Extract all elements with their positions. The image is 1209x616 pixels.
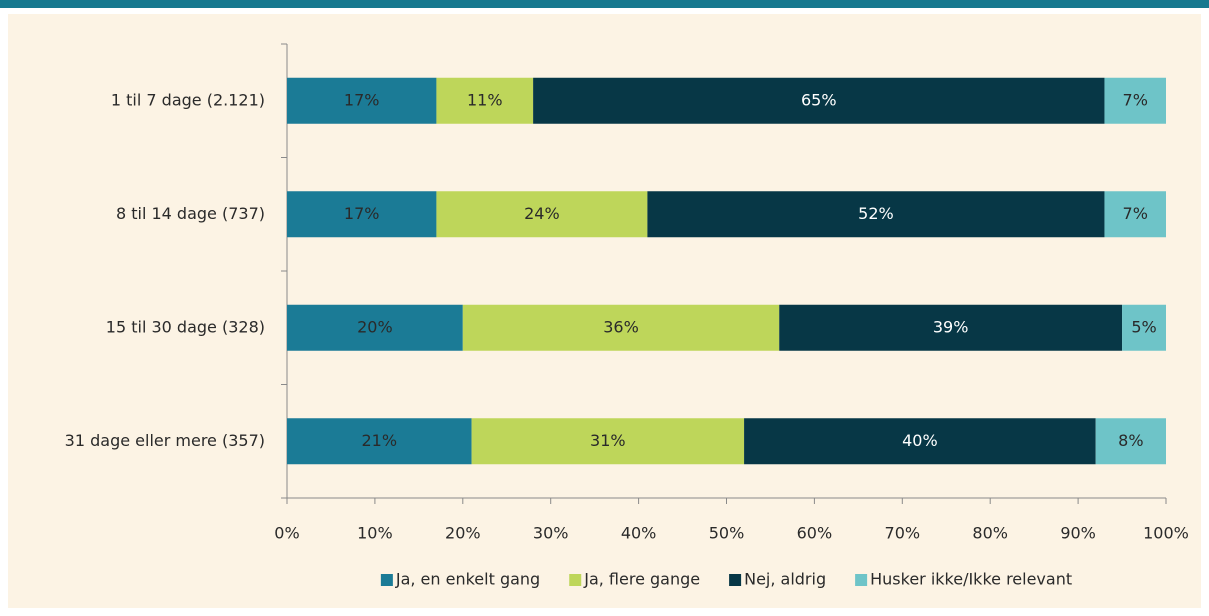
x-tick-label: 80% [972,524,1008,543]
legend-label: Ja, en enkelt gang [395,570,540,589]
value-label: 36% [603,317,639,336]
bar-segment [436,77,534,124]
bar-segment [436,191,648,238]
legend-label: Nej, aldrig [744,570,826,589]
x-tick-label: 0% [274,524,299,543]
x-tick-label: 20% [445,524,481,543]
value-label: 20% [357,317,393,336]
category-label: 8 til 14 dage (737) [116,204,265,223]
legend-swatch [380,574,393,586]
bar-segment [1122,304,1166,351]
x-tick-label: 40% [621,524,657,543]
category-label: 15 til 30 dage (328) [106,317,265,336]
value-label: 65% [801,90,837,109]
x-tick-label: 30% [533,524,569,543]
value-label: 7% [1123,90,1148,109]
value-label: 5% [1131,317,1156,336]
x-tick-label: 70% [885,524,921,543]
value-label: 31% [590,431,626,450]
value-label: 17% [344,204,380,223]
legend-label: Ja, flere gange [583,570,700,589]
bar-segment [744,418,1096,465]
value-label: 21% [362,431,398,450]
category-label: 1 til 7 dage (2.121) [111,90,265,109]
bar-segment [1104,77,1166,124]
value-label: 11% [467,90,503,109]
bar-segment [287,191,437,238]
value-label: 17% [344,90,380,109]
value-label: 24% [524,204,560,223]
x-tick-label: 90% [1060,524,1096,543]
top-band [0,0,1209,8]
bar-segment [287,418,472,465]
legend-label: Husker ikke/Ikke relevant [870,570,1072,589]
legend-swatch [729,574,742,586]
bar-segment [471,418,745,465]
value-label: 40% [902,431,938,450]
x-tick-label: 100% [1143,524,1189,543]
bar-segment [287,77,437,124]
category-label: 31 dage eller mere (357) [65,431,265,450]
value-label: 7% [1123,204,1148,223]
x-tick-label: 50% [709,524,745,543]
value-label: 39% [933,317,969,336]
bar-segment [287,304,463,351]
bar-segment [1104,191,1166,238]
legend-swatch [855,574,868,586]
x-tick-label: 60% [797,524,833,543]
value-label: 52% [858,204,894,223]
bar-segment [1095,418,1166,465]
legend-swatch [569,574,582,586]
bar-segment [462,304,780,351]
x-tick-label: 10% [357,524,393,543]
bar-segment [779,304,1123,351]
value-label: 8% [1118,431,1143,450]
bar-segment [533,77,1105,124]
bar-segment [647,191,1105,238]
